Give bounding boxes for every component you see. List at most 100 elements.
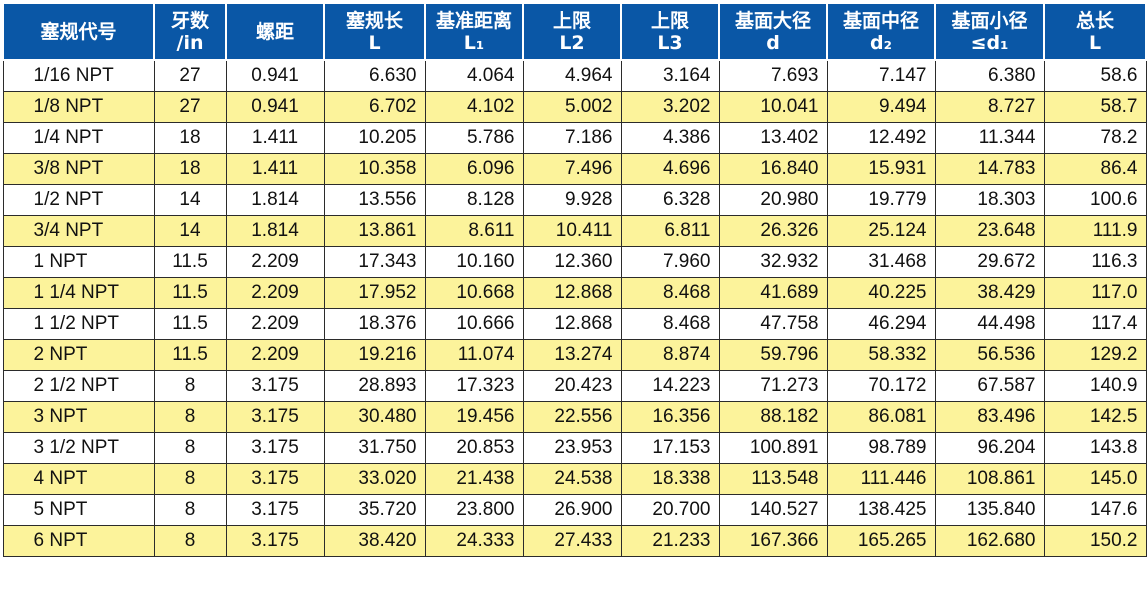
header-threads-per-inch: 牙数/in bbox=[153, 2, 227, 61]
table-row: 1 1/4 NPT 11.5 2.209 17.952 10.668 12.868 8.46… bbox=[2, 276, 1147, 309]
table-row: 4 NPT 8 3.175 33.020 21.438 24.538 18.338 113.5… bbox=[2, 462, 1147, 495]
cell-threads-per-inch: 11.5 bbox=[153, 307, 227, 340]
header-label: 上限 bbox=[650, 9, 689, 32]
cell-upper-limit-l3: 18.338 bbox=[620, 462, 720, 495]
header-symbol: d bbox=[766, 31, 780, 54]
cell-total-length: 129.2 bbox=[1043, 338, 1147, 371]
cell-total-length: 147.6 bbox=[1043, 493, 1147, 526]
cell-threads-per-inch: 8 bbox=[153, 524, 227, 557]
cell-total-length: 58.6 bbox=[1043, 59, 1147, 92]
cell-pitch-diameter: 86.081 bbox=[826, 400, 936, 433]
cell-major-diameter: 100.891 bbox=[718, 431, 828, 464]
cell-upper-limit-l3: 20.700 bbox=[620, 493, 720, 526]
cell-upper-limit-l3: 21.233 bbox=[620, 524, 720, 557]
cell-threads-per-inch: 11.5 bbox=[153, 276, 227, 309]
cell-gauge-code: 3 1/2 NPT bbox=[2, 431, 155, 464]
table-row: 6 NPT 8 3.175 38.420 24.333 27.433 21.233 167.3… bbox=[2, 524, 1147, 557]
cell-gauge-length: 17.952 bbox=[323, 276, 426, 309]
header-label: 基面中径 bbox=[842, 9, 919, 32]
cell-upper-limit-l2: 23.953 bbox=[522, 431, 622, 464]
cell-gauge-length: 10.358 bbox=[323, 152, 426, 185]
cell-gauge-distance: 8.611 bbox=[424, 214, 524, 247]
cell-major-diameter: 13.402 bbox=[718, 121, 828, 154]
cell-upper-limit-l2: 26.900 bbox=[522, 493, 622, 526]
header-label: 牙数 bbox=[170, 9, 209, 32]
cell-pitch-diameter: 58.332 bbox=[826, 338, 936, 371]
cell-major-diameter: 140.527 bbox=[718, 493, 828, 526]
cell-gauge-distance: 11.074 bbox=[424, 338, 524, 371]
cell-gauge-code: 1/8 NPT bbox=[2, 90, 155, 123]
header-gauge-distance: 基准距离 L₁ bbox=[424, 2, 524, 61]
header-symbol: L bbox=[368, 31, 381, 54]
cell-total-length: 86.4 bbox=[1043, 152, 1147, 185]
table-body: 1/16 NPT 27 0.941 6.630 4.064 4.964 3.164 7.693… bbox=[2, 59, 1147, 557]
header-label: 上限 bbox=[552, 9, 591, 32]
cell-gauge-length: 6.630 bbox=[323, 59, 426, 92]
cell-minor-diameter: 29.672 bbox=[934, 245, 1045, 278]
cell-total-length: 145.0 bbox=[1043, 462, 1147, 495]
cell-gauge-code: 6 NPT bbox=[2, 524, 155, 557]
header-label: 总长 bbox=[1075, 9, 1114, 32]
cell-pitch: 1.814 bbox=[225, 183, 325, 216]
cell-pitch: 2.209 bbox=[225, 338, 325, 371]
table-row: 1/4 NPT 18 1.411 10.205 5.786 7.186 4.386 13.40… bbox=[2, 121, 1147, 154]
cell-gauge-length: 35.720 bbox=[323, 493, 426, 526]
cell-total-length: 117.0 bbox=[1043, 276, 1147, 309]
table-row: 1/2 NPT 14 1.814 13.556 8.128 9.928 6.328 20.98… bbox=[2, 183, 1147, 216]
cell-gauge-distance: 23.800 bbox=[424, 493, 524, 526]
cell-gauge-length: 28.893 bbox=[323, 369, 426, 402]
header-minor-diameter: 基面小径 ≤d₁ bbox=[934, 2, 1045, 61]
npt-gauge-spec-table: 塞规代号 牙数/in 螺距 塞规长 L 基准距离 L₁ 上限 L2 上限 L3 基面大径 d 基面中径 d₂… bbox=[2, 2, 1147, 557]
header-label: 塞规代号 bbox=[40, 20, 117, 43]
cell-pitch-diameter: 98.789 bbox=[826, 431, 936, 464]
cell-total-length: 142.5 bbox=[1043, 400, 1147, 433]
cell-pitch-diameter: 9.494 bbox=[826, 90, 936, 123]
cell-pitch-diameter: 12.492 bbox=[826, 121, 936, 154]
cell-gauge-code: 1 1/2 NPT bbox=[2, 307, 155, 340]
table-row: 3/8 NPT 18 1.411 10.358 6.096 7.496 4.696 16.84… bbox=[2, 152, 1147, 185]
table-header: 塞规代号 牙数/in 螺距 塞规长 L 基准距离 L₁ 上限 L2 上限 L3 基面大径 d 基面中径 d₂… bbox=[2, 2, 1147, 61]
cell-total-length: 117.4 bbox=[1043, 307, 1147, 340]
cell-threads-per-inch: 18 bbox=[153, 121, 227, 154]
cell-minor-diameter: 108.861 bbox=[934, 462, 1045, 495]
table-row: 3/4 NPT 14 1.814 13.861 8.611 10.411 6.811 26.3… bbox=[2, 214, 1147, 247]
cell-gauge-code: 3 NPT bbox=[2, 400, 155, 433]
cell-pitch-diameter: 40.225 bbox=[826, 276, 936, 309]
cell-major-diameter: 71.273 bbox=[718, 369, 828, 402]
table-row: 1/16 NPT 27 0.941 6.630 4.064 4.964 3.164 7.693… bbox=[2, 59, 1147, 92]
cell-gauge-distance: 17.323 bbox=[424, 369, 524, 402]
cell-gauge-length: 38.420 bbox=[323, 524, 426, 557]
cell-major-diameter: 59.796 bbox=[718, 338, 828, 371]
cell-threads-per-inch: 8 bbox=[153, 462, 227, 495]
cell-upper-limit-l3: 4.696 bbox=[620, 152, 720, 185]
cell-gauge-distance: 4.064 bbox=[424, 59, 524, 92]
cell-threads-per-inch: 8 bbox=[153, 400, 227, 433]
cell-threads-per-inch: 11.5 bbox=[153, 245, 227, 278]
cell-pitch: 2.209 bbox=[225, 245, 325, 278]
cell-upper-limit-l2: 9.928 bbox=[522, 183, 622, 216]
cell-gauge-code: 2 1/2 NPT bbox=[2, 369, 155, 402]
header-symbol: ≤d₁ bbox=[970, 31, 1009, 54]
cell-minor-diameter: 96.204 bbox=[934, 431, 1045, 464]
cell-total-length: 78.2 bbox=[1043, 121, 1147, 154]
cell-pitch-diameter: 7.147 bbox=[826, 59, 936, 92]
cell-minor-diameter: 14.783 bbox=[934, 152, 1045, 185]
cell-pitch: 0.941 bbox=[225, 59, 325, 92]
header-symbol: L bbox=[1088, 31, 1102, 54]
cell-major-diameter: 10.041 bbox=[718, 90, 828, 123]
cell-upper-limit-l3: 6.811 bbox=[620, 214, 720, 247]
cell-threads-per-inch: 27 bbox=[153, 90, 227, 123]
cell-gauge-code: 1 NPT bbox=[2, 245, 155, 278]
cell-major-diameter: 26.326 bbox=[718, 214, 828, 247]
cell-gauge-distance: 8.128 bbox=[424, 183, 524, 216]
cell-gauge-code: 5 NPT bbox=[2, 493, 155, 526]
header-gauge-length: 塞规长 L bbox=[323, 2, 426, 61]
cell-pitch-diameter: 165.265 bbox=[826, 524, 936, 557]
header-symbol: L2 bbox=[559, 31, 585, 54]
cell-threads-per-inch: 8 bbox=[153, 431, 227, 464]
cell-major-diameter: 20.980 bbox=[718, 183, 828, 216]
cell-upper-limit-l2: 7.496 bbox=[522, 152, 622, 185]
table-row: 2 1/2 NPT 8 3.175 28.893 17.323 20.423 14.223 7… bbox=[2, 369, 1147, 402]
cell-pitch: 2.209 bbox=[225, 307, 325, 340]
cell-upper-limit-l2: 4.964 bbox=[522, 59, 622, 92]
